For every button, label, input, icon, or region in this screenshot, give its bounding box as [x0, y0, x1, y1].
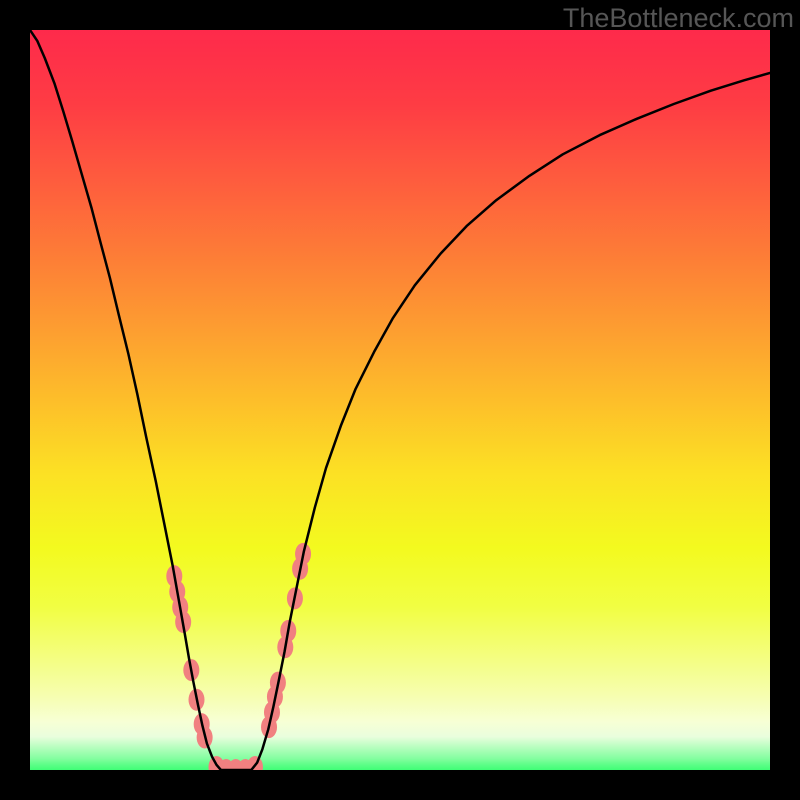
- chart-svg: [30, 30, 770, 770]
- gradient-background: [30, 30, 770, 770]
- chart-container: TheBottleneck.com: [0, 0, 800, 800]
- watermark-text: TheBottleneck.com: [563, 3, 794, 34]
- plot-area: [30, 30, 770, 770]
